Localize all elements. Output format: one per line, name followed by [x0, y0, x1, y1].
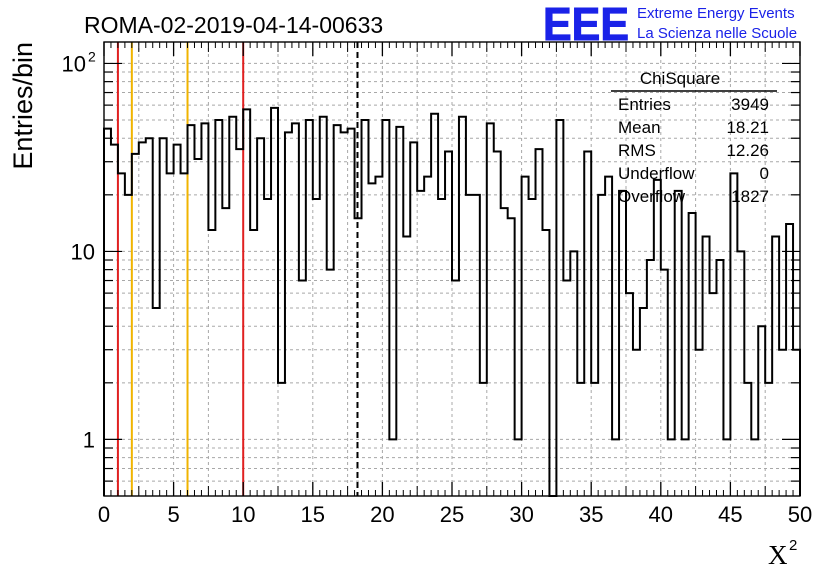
stats-value-underflow: 0 [760, 164, 769, 183]
logo-line-2: La Scienza nelle Scuole [637, 25, 797, 42]
x-tick-label: 25 [440, 502, 464, 527]
reference-lines [116, 42, 359, 496]
stats-label-mean: Mean [618, 118, 661, 137]
y-tick-label: 1 [83, 427, 95, 452]
x-tick-label: 40 [649, 502, 673, 527]
x-tick-label: 50 [788, 502, 812, 527]
stats-label-entries: Entries [618, 95, 671, 114]
x-tick-label: 10 [231, 502, 255, 527]
stats-box: ChiSquare Entries 3949 Mean 18.21 RMS 12… [611, 69, 777, 206]
x-axis-label: X 2 [768, 537, 797, 570]
logo-line-1: Extreme Energy Events [637, 5, 795, 22]
eee-logo-text: EEE [543, 0, 629, 50]
x-axis-label-symbol: X [768, 540, 788, 570]
x-tick-label: 5 [167, 502, 179, 527]
x-tick-label: 35 [579, 502, 603, 527]
x-tick-label: 20 [370, 502, 394, 527]
x-axis-label-superscript: 2 [789, 537, 797, 554]
y-tick-label-exponent: 2 [88, 48, 96, 64]
axis-ticks [103, 42, 801, 496]
stats-value-mean: 18.21 [726, 118, 769, 137]
stats-title: ChiSquare [640, 69, 720, 88]
eee-logo: EEE Extreme Energy Events La Scienza nel… [543, 0, 798, 51]
run-title: ROMA-02-2019-04-14-00633 [84, 12, 383, 38]
x-tick-label: 45 [718, 502, 742, 527]
y-tick-label: 10 [62, 51, 86, 76]
x-tick-label: 30 [509, 502, 533, 527]
x-tick-label: 15 [301, 502, 325, 527]
stats-value-overflow: 1827 [731, 187, 769, 206]
stats-value-rms: 12.26 [726, 141, 769, 160]
histogram-step-line [103, 106, 801, 497]
y-tick-label: 10 [71, 239, 95, 264]
x-tick-label: 0 [98, 502, 110, 527]
y-axis-label: Entries/bin [8, 42, 38, 170]
stats-label-overflow: Overflow [618, 187, 686, 206]
stats-value-entries: 3949 [731, 95, 769, 114]
stats-label-underflow: Underflow [618, 164, 695, 183]
stats-label-rms: RMS [618, 141, 656, 160]
